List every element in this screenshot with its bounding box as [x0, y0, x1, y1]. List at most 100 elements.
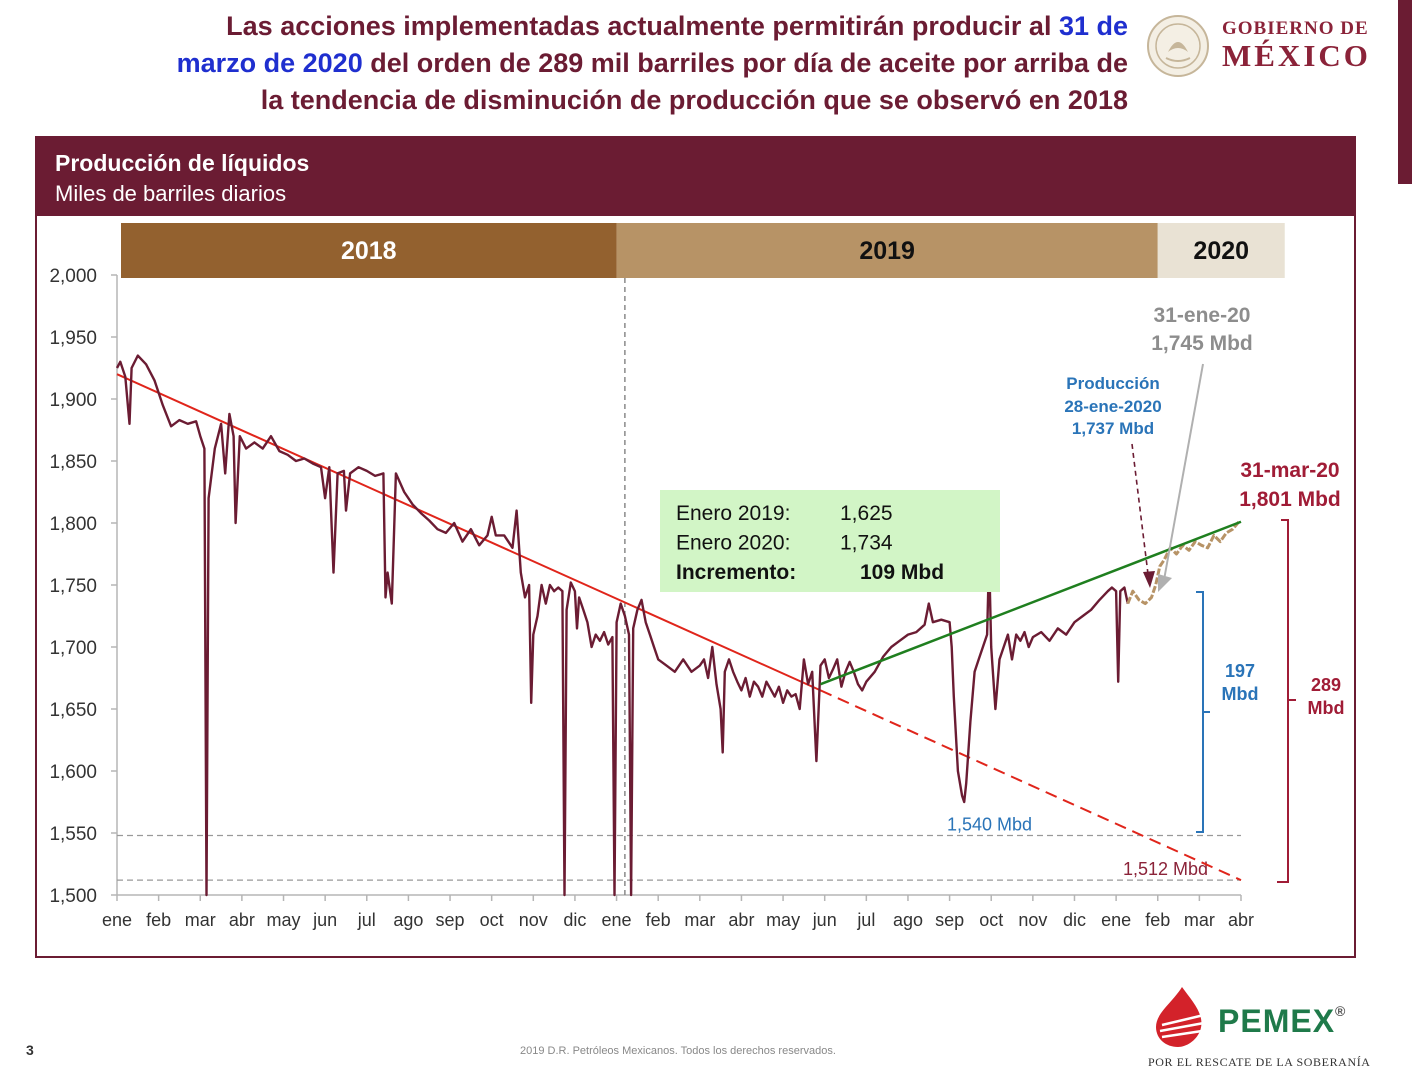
annotation-jan31-value: 1,745 Mbd — [1151, 332, 1253, 355]
gobierno-logo: GOBIERNO DE MÉXICO — [1146, 14, 1386, 84]
bracket-197-value: 197 — [1225, 661, 1255, 681]
reference-label: 1,512 Mbd — [1123, 859, 1208, 879]
trend-line-2019 — [820, 520, 1242, 686]
gobierno-line1: GOBIERNO DE — [1222, 18, 1369, 39]
bracket-289 — [1277, 519, 1296, 883]
x-tick-label: nov — [519, 910, 548, 930]
info-box-label: Enero 2020: — [676, 532, 790, 555]
x-tick-label: jul — [856, 910, 875, 930]
copyright-notice: 2019 D.R. Petróleos Mexicanos. Todos los… — [520, 1045, 836, 1057]
x-tick-label: dic — [563, 910, 586, 930]
chart-title: Producción de líquidos — [55, 150, 310, 176]
y-tick-label: 1,650 — [49, 700, 97, 721]
annotation-jan28-date: 28-ene-2020 — [1064, 397, 1161, 416]
year-label-2019: 2019 — [859, 237, 915, 265]
x-tick-label: feb — [646, 910, 671, 930]
x-tick-label: feb — [1145, 910, 1170, 930]
x-tick-label: mar — [684, 910, 715, 930]
registered-mark: ® — [1335, 1003, 1347, 1019]
x-tick-label: mar — [1184, 910, 1215, 930]
chart-panel: Producción de líquidos Miles de barriles… — [35, 136, 1356, 958]
annotation-jan31-date: 31-ene-20 — [1154, 304, 1251, 327]
x-tick-label: mar — [185, 910, 216, 930]
x-tick-label: oct — [480, 910, 504, 930]
y-tick-label: 1,500 — [49, 886, 97, 907]
annotation-jan31-arrowhead — [1158, 574, 1172, 592]
y-tick-label: 1,800 — [49, 514, 97, 535]
year-band-2019 — [616, 223, 1158, 278]
chart-panel-header: Producción de líquidos Miles de barriles… — [37, 138, 1354, 216]
headline-highlight-date1: 31 de — [1058, 11, 1128, 41]
x-tick-label: ene — [1101, 910, 1131, 930]
x-tick-label: abr — [1228, 910, 1254, 930]
reference-label: 1,540 Mbd — [947, 814, 1032, 834]
x-tick-label: sep — [436, 910, 465, 930]
y-tick-label: 2,000 — [49, 266, 97, 287]
x-tick-label: dic — [1063, 910, 1086, 930]
annotation-jan28-value: 1,737 Mbd — [1072, 419, 1154, 438]
page-number: 3 — [26, 1042, 34, 1058]
y-tick-label: 1,550 — [49, 824, 97, 845]
info-box-label: Incremento: — [676, 561, 796, 584]
x-tick-label: abr — [728, 910, 754, 930]
year-band-2018 — [121, 223, 617, 278]
x-tick-label: may — [766, 910, 800, 930]
chart-subtitle: Miles de barriles diarios — [55, 181, 287, 206]
x-tick-label: ago — [393, 910, 423, 930]
production-chart: 2018 2019 2020 1,500 1,550 1,600 1,650 1,700 1,7… — [49, 223, 1345, 930]
year-band-2020 — [1157, 223, 1285, 278]
bracket-289-unit: Mbd — [1308, 698, 1345, 718]
national-seal-icon — [1147, 15, 1209, 77]
y-tick-label: 1,700 — [49, 638, 97, 659]
side-accent-bar — [1398, 0, 1412, 184]
gobierno-wordmark: GOBIERNO DE MÉXICO — [1222, 18, 1371, 74]
bracket-197-unit: Mbd — [1222, 684, 1259, 704]
headline-part2: del orden de 289 mil barriles por día de… — [362, 48, 1128, 78]
pemex-wordmark: PEMEX® — [1218, 1003, 1346, 1040]
year-label-2020: 2020 — [1193, 237, 1249, 265]
x-tick-label: may — [267, 910, 301, 930]
info-box-label: Enero 2019: — [676, 502, 790, 525]
bracket-289-value: 289 — [1311, 675, 1341, 695]
x-tick-label: oct — [979, 910, 1003, 930]
headline-part1: Las acciones implementadas actualmente p… — [226, 11, 1059, 41]
y-tick-label: 1,950 — [49, 328, 97, 349]
pemex-name: PEMEX — [1218, 1003, 1336, 1039]
y-tick-label: 1,900 — [49, 390, 97, 411]
x-tick-label: jul — [357, 910, 376, 930]
info-box — [660, 490, 1000, 592]
info-box-value: 109 Mbd — [860, 561, 944, 584]
y-tick-label: 1,850 — [49, 452, 97, 473]
production-series-line — [115, 354, 1129, 897]
x-tick-label: jun — [812, 910, 837, 930]
bracket-197 — [1196, 591, 1210, 833]
annotation-mar31-date: 31-mar-20 — [1240, 459, 1339, 482]
production-forecast-line — [1126, 520, 1241, 606]
x-tick-label: jun — [312, 910, 337, 930]
x-tick-label: ago — [893, 910, 923, 930]
annotation-jan28-arrow — [1131, 443, 1149, 575]
x-tick-label: ene — [102, 910, 132, 930]
x-tick-label: feb — [146, 910, 171, 930]
y-tick-label: 1,600 — [49, 762, 97, 783]
annotation-jan28-arrowhead — [1143, 571, 1155, 588]
pemex-flame-icon — [1156, 987, 1205, 1047]
pemex-logo: PEMEX® POR EL RESCATE DE LA SOBERANÍA — [1148, 985, 1388, 1075]
info-box-value: 1,625 — [840, 502, 893, 525]
annotation-jan31-arrow — [1163, 363, 1204, 581]
annotation-mar31-value: 1,801 Mbd — [1239, 488, 1341, 511]
headline-part3: la tendencia de disminución de producció… — [260, 85, 1128, 115]
x-tick-label: abr — [229, 910, 255, 930]
info-box-value: 1,734 — [840, 532, 893, 555]
x-tick-label: sep — [935, 910, 964, 930]
x-tick-label: nov — [1018, 910, 1047, 930]
gobierno-line2: MÉXICO — [1222, 38, 1371, 73]
pemex-tagline: POR EL RESCATE DE LA SOBERANÍA — [1148, 1055, 1371, 1069]
headline: Las acciones implementadas actualmente p… — [40, 8, 1128, 119]
headline-highlight-date2: marzo de 2020 — [176, 48, 363, 78]
year-label-2018: 2018 — [341, 237, 397, 265]
trend-projection-2018 — [820, 689, 1242, 882]
y-tick-label: 1,750 — [49, 576, 97, 597]
annotation-jan28-title: Producción — [1066, 374, 1160, 393]
x-tick-label: ene — [602, 910, 632, 930]
